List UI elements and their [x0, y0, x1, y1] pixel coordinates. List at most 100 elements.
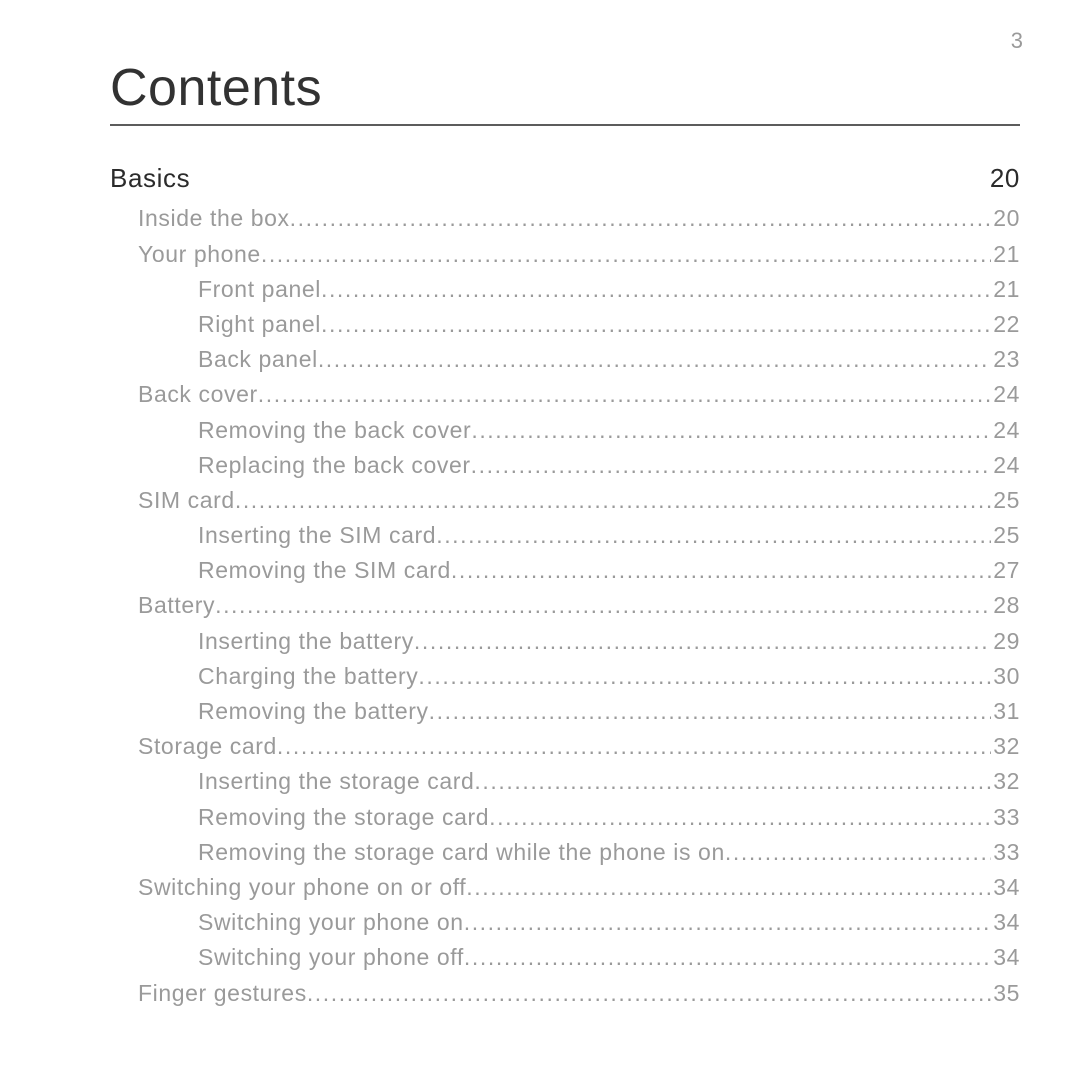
page-title: Contents	[110, 58, 1020, 118]
toc-entry-label: Switching your phone on	[198, 906, 464, 938]
toc-section-heading: Basics 20	[110, 160, 1020, 196]
toc-section-page: 20	[988, 160, 1020, 196]
toc-entries-container: Inside the box 20 Your phone 21 Front panel 2…	[110, 202, 1020, 1008]
toc-entry-page: 25	[991, 484, 1020, 516]
toc-dot-leader	[307, 977, 991, 1009]
toc-entry: Switching your phone off 34	[110, 941, 1020, 973]
toc-entry-label: Finger gestures	[138, 977, 307, 1009]
toc-entry: Switching your phone on 34	[110, 906, 1020, 938]
toc-entry: Replacing the back cover 24	[110, 449, 1020, 481]
toc-entry-page: 33	[991, 801, 1020, 833]
toc-entry: SIM card 25	[110, 484, 1020, 516]
toc-entry-page: 31	[991, 695, 1020, 727]
title-underline	[110, 124, 1020, 126]
toc-entry-label: Removing the battery	[198, 695, 429, 727]
toc-entry-page: 24	[991, 378, 1020, 410]
toc-dot-leader	[418, 660, 991, 692]
toc-entry-page: 34	[991, 941, 1020, 973]
toc-entry: Charging the battery 30	[110, 660, 1020, 692]
toc-entry-page: 33	[991, 836, 1020, 868]
toc-entry-page: 35	[991, 977, 1020, 1009]
toc-entry-label: Switching your phone off	[198, 941, 464, 973]
toc-entry-label: Right panel	[198, 308, 321, 340]
toc-entry-page: 34	[991, 906, 1020, 938]
toc-entry-page: 28	[991, 589, 1020, 621]
toc-dot-leader	[414, 625, 991, 657]
toc-dot-leader	[464, 941, 991, 973]
toc-entry-label: Removing the back cover	[198, 414, 471, 446]
page-number: 3	[1011, 28, 1024, 54]
toc-dot-leader	[318, 343, 991, 375]
toc-entry-page: 24	[991, 414, 1020, 446]
toc-entry: Your phone 21	[110, 238, 1020, 270]
toc-entry-label: Inserting the battery	[198, 625, 414, 657]
toc-dot-leader	[474, 765, 991, 797]
toc-entry: Inside the box 20	[110, 202, 1020, 234]
toc-entry-page: 29	[991, 625, 1020, 657]
toc-entry-page: 32	[991, 730, 1020, 762]
toc-entry: Back cover 24	[110, 378, 1020, 410]
toc-section-label: Basics	[110, 160, 190, 196]
toc-spacer	[190, 186, 988, 187]
toc-entry-page: 23	[991, 343, 1020, 375]
toc-entry-page: 25	[991, 519, 1020, 551]
toc-entry-label: Back cover	[138, 378, 258, 410]
toc-entry-label: Charging the battery	[198, 660, 418, 692]
toc-entry-label: Back panel	[198, 343, 318, 375]
toc-entry: Back panel 23	[110, 343, 1020, 375]
toc-entry-label: Battery	[138, 589, 215, 621]
table-of-contents: Basics 20 Inside the box20Your phone21Fr…	[110, 160, 1020, 1009]
toc-entry: Switching your phone on or off 34	[110, 871, 1020, 903]
document-page: 3 Contents Basics 20 Inside the box 20 You…	[0, 0, 1080, 1080]
toc-entry: Inserting the battery 29	[110, 625, 1020, 657]
toc-dot-leader	[321, 273, 991, 305]
toc-dot-leader	[321, 308, 991, 340]
toc-entry-label: Front panel	[198, 273, 321, 305]
toc-entry-label: Your phone	[138, 238, 261, 270]
toc-dot-leader	[235, 484, 991, 516]
toc-dot-leader	[258, 378, 991, 410]
toc-dot-leader	[471, 414, 991, 446]
toc-entry-page: 32	[991, 765, 1020, 797]
toc-entry-label: Storage card	[138, 730, 277, 762]
toc-entry-label: Switching your phone on or off	[138, 871, 466, 903]
toc-entry: Battery 28	[110, 589, 1020, 621]
toc-dot-leader	[215, 589, 991, 621]
toc-entry-label: Inside the box	[138, 202, 290, 234]
toc-entry-page: 21	[991, 273, 1020, 305]
toc-entry: Removing the SIM card 27	[110, 554, 1020, 586]
toc-entry-page: 27	[991, 554, 1020, 586]
toc-entry-page: 24	[991, 449, 1020, 481]
toc-entry-page: 34	[991, 871, 1020, 903]
toc-entry-label: Removing the SIM card	[198, 554, 451, 586]
toc-entry: Right panel 22	[110, 308, 1020, 340]
toc-dot-leader	[451, 554, 991, 586]
toc-dot-leader	[290, 202, 992, 234]
toc-dot-leader	[466, 871, 991, 903]
toc-entry-label: Replacing the back cover	[198, 449, 471, 481]
toc-dot-leader	[261, 238, 991, 270]
toc-entry: Removing the storage card while the phon…	[110, 836, 1020, 868]
toc-dot-leader	[436, 519, 991, 551]
toc-dot-leader	[464, 906, 992, 938]
toc-entry: Storage card 32	[110, 730, 1020, 762]
toc-entry-page: 30	[991, 660, 1020, 692]
toc-entry-page: 22	[991, 308, 1020, 340]
toc-dot-leader	[471, 449, 992, 481]
toc-entry-label: Removing the storage card	[198, 801, 489, 833]
toc-entry: Inserting the storage card 32	[110, 765, 1020, 797]
toc-entry: Removing the storage card 33	[110, 801, 1020, 833]
toc-entry-label: SIM card	[138, 484, 235, 516]
toc-entry-page: 20	[991, 202, 1020, 234]
toc-entry: Front panel 21	[110, 273, 1020, 305]
toc-dot-leader	[489, 801, 991, 833]
toc-entry-label: Removing the storage card while the phon…	[198, 836, 725, 868]
toc-entry-label: Inserting the SIM card	[198, 519, 436, 551]
toc-dot-leader	[429, 695, 992, 727]
toc-entry: Inserting the SIM card 25	[110, 519, 1020, 551]
toc-dot-leader	[725, 836, 991, 868]
toc-entry-page: 21	[991, 238, 1020, 270]
toc-entry: Removing the battery 31	[110, 695, 1020, 727]
toc-dot-leader	[277, 730, 991, 762]
toc-entry-label: Inserting the storage card	[198, 765, 474, 797]
